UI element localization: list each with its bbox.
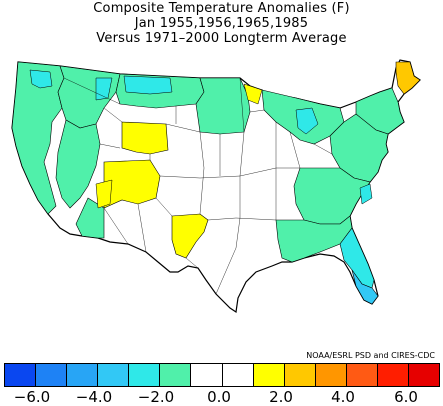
us-climate-division-map [11, 59, 421, 314]
legend-swatch [315, 364, 347, 386]
florida-light-blue [351, 269, 379, 305]
legend-swatch [377, 364, 410, 386]
legend-tick-label: −2.0 [137, 388, 175, 406]
legend-swatch [409, 364, 440, 386]
dakotas-cool [195, 77, 251, 135]
legend-tick-label: 6.0 [394, 388, 418, 406]
data-credit: NOAA/ESRL PSD and CIRES-CDC [306, 351, 435, 360]
legend-swatch [67, 364, 99, 386]
division-boundaries [63, 77, 333, 295]
wyoming-warm [121, 121, 169, 155]
legend-tick-label: −4.0 [75, 388, 113, 406]
northwest-cyan [29, 69, 53, 89]
legend-swatch [191, 364, 223, 386]
legend-swatch [253, 364, 285, 386]
legend-swatch [222, 364, 254, 386]
utah-warm-west [95, 179, 113, 209]
map-subtitle-baseline: Versus 1971–2000 Longterm Average [96, 31, 347, 46]
legend-swatch [160, 364, 192, 386]
florida-cyan [339, 227, 375, 289]
minnesota-warm [243, 83, 263, 105]
legend-swatch [284, 364, 316, 386]
legend-tick-label: −6.0 [13, 388, 51, 406]
legend-swatch [5, 364, 37, 386]
georgia-cyan [359, 183, 373, 205]
legend-swatch [129, 364, 161, 386]
great-basin-cool [55, 119, 101, 209]
colorado-utah-warm [103, 159, 161, 209]
new-mexico-warm [171, 213, 209, 259]
montana-cyan-north [123, 75, 173, 95]
legend-swatch [98, 364, 130, 386]
legend-tick-label: 4.0 [331, 388, 355, 406]
map-subtitle-period: Jan 1955,1956,1965,1985 [134, 16, 309, 31]
map-title: Composite Temperature Anomalies (F) [93, 1, 350, 16]
legend-swatch [346, 364, 378, 386]
legend-tick-label: 0.0 [207, 388, 231, 406]
legend-tick-label: 2.0 [269, 388, 293, 406]
color-legend [4, 363, 440, 387]
maine-hot [395, 61, 421, 95]
legend-swatch [36, 364, 68, 386]
michigan-cyan [295, 107, 319, 135]
